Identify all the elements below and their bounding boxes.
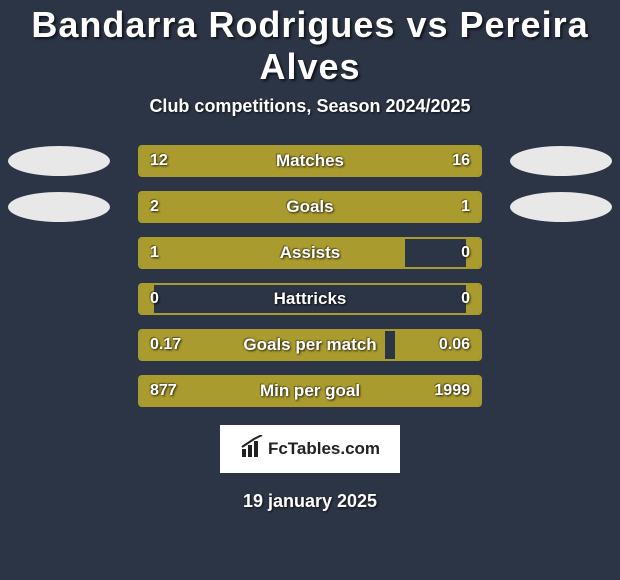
player-left-avatar	[8, 192, 110, 222]
metric-label: Hattricks	[274, 289, 347, 309]
value-right: 16	[452, 152, 470, 170]
metric-label: Min per goal	[260, 381, 360, 401]
metric-row: 877 1999 Min per goal	[0, 375, 620, 407]
logo-text: FcTables.com	[268, 439, 380, 459]
logo-badge: FcTables.com	[220, 425, 400, 473]
comparison-infographic: Bandarra Rodrigues vs Pereira Alves Club…	[0, 0, 620, 580]
metric-label: Goals per match	[243, 335, 376, 355]
metric-label: Assists	[280, 243, 340, 263]
value-left: 2	[150, 198, 159, 216]
chart-icon	[240, 435, 264, 464]
page-title: Bandarra Rodrigues vs Pereira Alves	[0, 4, 620, 88]
metric-row: 12 16 Matches	[0, 145, 620, 177]
player-right-avatar	[510, 192, 612, 222]
bar-left-fill	[140, 193, 368, 221]
metrics-chart: 12 16 Matches 2 1 Goals 1 0 Assists 0 0 Hattricks 0.…	[0, 145, 620, 407]
value-left: 1	[150, 244, 159, 262]
value-right: 1999	[434, 382, 470, 400]
subtitle: Club competitions, Season 2024/2025	[0, 96, 620, 117]
metric-row: 0 0 Hattricks	[0, 283, 620, 315]
value-left: 877	[150, 382, 177, 400]
metric-label: Goals	[286, 197, 333, 217]
value-left: 0.17	[150, 336, 181, 354]
player-right-avatar	[510, 146, 612, 176]
date-label: 19 january 2025	[0, 491, 620, 512]
player-left-avatar	[8, 146, 110, 176]
metric-row: 0.17 0.06 Goals per match	[0, 329, 620, 361]
value-right: 0.06	[439, 336, 470, 354]
metric-label: Matches	[276, 151, 344, 171]
value-right: 0	[461, 244, 470, 262]
value-right: 0	[461, 290, 470, 308]
value-right: 1	[461, 198, 470, 216]
bar-left-fill	[140, 239, 405, 267]
value-left: 12	[150, 152, 168, 170]
value-left: 0	[150, 290, 159, 308]
metric-row: 2 1 Goals	[0, 191, 620, 223]
metric-row: 1 0 Assists	[0, 237, 620, 269]
